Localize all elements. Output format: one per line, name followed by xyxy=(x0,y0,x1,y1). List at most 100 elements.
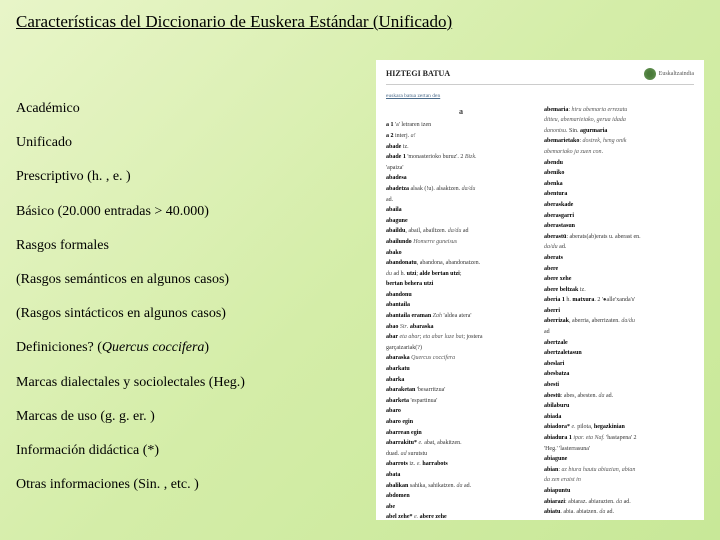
dict-entry: aberaskade xyxy=(544,201,694,211)
dict-publisher: Euskaltzaindia xyxy=(644,68,694,80)
dict-entry: abantaila xyxy=(386,301,536,311)
feature-item: Información didáctica (*) xyxy=(16,442,356,460)
dict-entry: abesbatza xyxy=(544,370,694,380)
dict-entry: abiadura 1 ipar. eta Naf. 'hastapena' 2 xyxy=(544,434,694,444)
dict-entry: abenka xyxy=(544,180,694,190)
dict-entry: abar eta abar; eta abar luze bat; joster… xyxy=(386,333,536,343)
dict-header-title: HIZTEGI BATUA xyxy=(386,68,450,80)
dict-entry: abe xyxy=(386,503,536,513)
dict-entry: du ad h. utzi; alde bertan utzi; xyxy=(386,270,536,280)
dict-entry: abiagune xyxy=(544,455,694,465)
feature-item: (Rasgos sintácticos en algunos casos) xyxy=(16,305,356,323)
dict-entry: 'Heg.' 'lasterrasuna' xyxy=(544,445,694,455)
dict-entry: 'apaiza' xyxy=(386,164,536,174)
dict-entry: bertan behera utzi xyxy=(386,280,536,290)
dict-entry: abiarazi: abiaraz. abiarazten. da ad. xyxy=(544,498,694,508)
dict-entry: abiapuntu xyxy=(544,487,694,497)
dict-entry: duad. ad surutstu xyxy=(386,450,536,460)
dict-entry: abaraska Quercus coccifera xyxy=(386,354,536,364)
dict-entry: abilaburu xyxy=(544,402,694,412)
feature-item: Definiciones? (Quercus coccifera) xyxy=(16,339,356,357)
dict-entry: abarka xyxy=(386,376,536,386)
dict-entry: da zen eraist in xyxy=(544,476,694,486)
feature-item: Básico (20.000 entradas > 40.000) xyxy=(16,203,356,221)
dict-entry: abarrots iz. e. harrabots xyxy=(386,460,536,470)
dict-entry: aberrizak, aberria, aberrizaten. da/du xyxy=(544,317,694,327)
dict-entry: a 2 interj. a! xyxy=(386,132,536,142)
dict-entry: abarrakitu* e. abat, abakitzen. xyxy=(386,439,536,449)
dict-entry: ad xyxy=(544,328,694,338)
dict-entry: abiatu. abia. abiatzen. da ad. xyxy=(544,508,694,518)
dict-entry: abarrean egin xyxy=(386,429,536,439)
dict-columns: a a 1 'a' letraren izena 2 interj. a!aba… xyxy=(386,106,694,520)
publisher-name: Euskaltzaindia xyxy=(659,70,694,79)
feature-item: (Rasgos semánticos en algunos casos) xyxy=(16,271,356,289)
dict-intro-link: euskara batua zertan den xyxy=(386,93,694,100)
letter-heading: a xyxy=(386,106,536,119)
feature-item: Otras informaciones (Sin. , etc. ) xyxy=(16,476,356,494)
dict-entry: abeslari xyxy=(544,360,694,370)
dict-entry: abandonatu, abandona, abandonatzen. xyxy=(386,259,536,269)
dict-entry: abade iz. xyxy=(386,143,536,153)
feature-item: Prescriptivo (h. , e. ) xyxy=(16,168,356,186)
dict-col-left: a a 1 'a' letraren izena 2 interj. a!aba… xyxy=(386,106,536,520)
dict-entry: abian: az biura hautu abiazian, abian xyxy=(544,466,694,476)
dict-entry: abere beltzak iz. xyxy=(544,286,694,296)
dict-entry: abalikan sahika, sahikatzen. da ad. xyxy=(386,482,536,492)
dict-entry: ditteu, abemarieiako, gerua idada xyxy=(544,116,694,126)
dict-entry: abiada xyxy=(544,413,694,423)
page-title: Características del Diccionario de Euske… xyxy=(16,12,704,32)
dict-entry: abiatze xyxy=(544,519,694,520)
content-area: Académico Unificado Prescriptivo (h. , e. … xyxy=(16,60,704,520)
dict-entry: abarketa 'espartinua' xyxy=(386,397,536,407)
dict-entry: danontsu. Sin. agurmaria xyxy=(544,127,694,137)
dict-entry: ad. xyxy=(386,196,536,206)
dict-entry: abaro xyxy=(386,407,536,417)
dict-entry: abdomen xyxy=(386,492,536,502)
dict-entry: abiadora* e. pilota, hegazkinian xyxy=(544,423,694,433)
dict-col-right: abemaria: hiru abemaria errezatuditteu, … xyxy=(544,106,694,520)
features-list: Académico Unificado Prescriptivo (h. , e. … xyxy=(16,60,356,520)
dict-entry: abertzale xyxy=(544,339,694,349)
dict-entry: abertzaletasun xyxy=(544,349,694,359)
dict-header: HIZTEGI BATUA Euskaltzaindia xyxy=(386,68,694,85)
dict-entry: abemaria: hiru abemaria errezatu xyxy=(544,106,694,116)
dict-entry: abandonu xyxy=(386,291,536,301)
dict-entry: abendu xyxy=(544,159,694,169)
dict-entry: aberats xyxy=(544,254,694,264)
dict-entry: abarkatu xyxy=(386,365,536,375)
dict-entry: abantaila eraman Zah 'aldea atera' xyxy=(386,312,536,322)
dict-entry: abaro egin xyxy=(386,418,536,428)
dict-entry: abestü: abes, abesten. da ad. xyxy=(544,392,694,402)
dict-entry: abere xehe xyxy=(544,275,694,285)
dict-entry: aberri xyxy=(544,307,694,317)
dict-entry: a 1 'a' letraren izen xyxy=(386,121,536,131)
dict-entry: abadetza alsak (!u). alsaktzen. da/du xyxy=(386,185,536,195)
dict-entry: abako xyxy=(386,249,536,259)
dict-entry: aberasgarri xyxy=(544,212,694,222)
dict-entry: da/du ad. xyxy=(544,243,694,253)
dictionary-page: HIZTEGI BATUA Euskaltzaindia euskara bat… xyxy=(376,60,704,520)
dict-entry: abere xyxy=(544,265,694,275)
dict-entry: abailundo Homerre guneisus xyxy=(386,238,536,248)
dict-entry: abesti xyxy=(544,381,694,391)
feature-item: Unificado xyxy=(16,134,356,152)
feature-item: Académico xyxy=(16,100,356,118)
dict-entry: abemariako ja zuen con. xyxy=(544,148,694,158)
dict-entry: abade 1 'monasterioko buruz'. 2 Bizk. xyxy=(386,153,536,163)
dict-entry: abata xyxy=(386,471,536,481)
dict-entry: aberastü: aberats(ab)erats u. aberast en… xyxy=(544,233,694,243)
dict-entry: abagune xyxy=(386,217,536,227)
dict-entry: aberia 1 h. matxura. 2 '●alle'xanda's' xyxy=(544,296,694,306)
dict-entry: abaila xyxy=(386,206,536,216)
dict-entry: aberastasun xyxy=(544,222,694,232)
publisher-logo-icon xyxy=(644,68,656,80)
feature-item: Marcas de uso (g. g. er. ) xyxy=(16,408,356,426)
dict-entry: abaildu, abail, abailtzen. da/du ad xyxy=(386,227,536,237)
dict-entry: abadesa xyxy=(386,174,536,184)
feature-item: Rasgos formales xyxy=(16,237,356,255)
feature-item: Marcas dialectales y sociolectales (Heg.… xyxy=(16,374,356,392)
dict-entry: garçaizariak(?) xyxy=(386,344,536,354)
dict-entry: abemarietako: dostrek, heng onik xyxy=(544,137,694,147)
dict-entry: abeniko xyxy=(544,169,694,179)
